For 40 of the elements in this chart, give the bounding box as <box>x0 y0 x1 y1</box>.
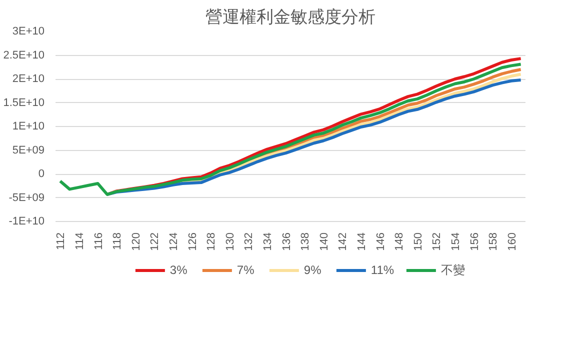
x-tick-label: 148 <box>394 232 406 251</box>
legend-label: 3% <box>170 263 188 277</box>
y-tick-label: -5E+09 <box>8 192 45 204</box>
x-tick-label: 160 <box>506 232 518 251</box>
y-tick-label: 2E+10 <box>12 73 45 85</box>
x-tick-label: 114 <box>74 232 86 250</box>
legend-label: 7% <box>236 263 256 277</box>
x-tick-label: 124 <box>168 232 180 251</box>
x-tick-label: 146 <box>374 232 387 251</box>
x-tick-label: 154 <box>450 232 462 251</box>
x-tick-label: 130 <box>224 232 236 251</box>
x-tick-label: 152 <box>431 232 444 251</box>
legend-label: 不變 <box>441 262 466 278</box>
x-tick-label: 126 <box>186 232 199 251</box>
x-tick-label: 118 <box>112 232 124 250</box>
y-tick-label: 5E+09 <box>12 144 45 156</box>
x-tick-label: 138 <box>300 232 312 251</box>
legend-label: 11% <box>370 263 394 277</box>
y-tick-label: 2.5E+10 <box>3 49 45 62</box>
x-tick-label: 150 <box>412 232 424 251</box>
y-tick-label: 1.5E+10 <box>3 96 45 109</box>
y-tick-label: 1E+10 <box>12 120 45 132</box>
y-tick-label: 0 <box>38 168 45 180</box>
y-tick-label: 3E+10 <box>12 26 45 38</box>
x-tick-label: 134 <box>262 232 274 251</box>
legend-label: 9% <box>304 263 322 277</box>
x-tick-label: 122 <box>149 232 162 251</box>
x-tick-label: 142 <box>337 232 350 251</box>
y-tick-label: -1E+10 <box>8 216 45 228</box>
x-tick-label: 116 <box>92 232 105 250</box>
x-tick-label: 132 <box>243 232 256 251</box>
x-tick-label: 120 <box>130 232 142 251</box>
x-tick-label: 156 <box>468 232 481 251</box>
x-tick-label: 140 <box>318 232 330 251</box>
x-tick-label: 112 <box>55 232 68 250</box>
x-tick-label: 136 <box>280 232 293 251</box>
x-tick-label: 158 <box>488 232 500 251</box>
x-tick-label: 128 <box>206 232 218 251</box>
x-tick-label: 144 <box>356 232 368 251</box>
chart-title: 營運權利金敏感度分析 <box>206 8 376 26</box>
